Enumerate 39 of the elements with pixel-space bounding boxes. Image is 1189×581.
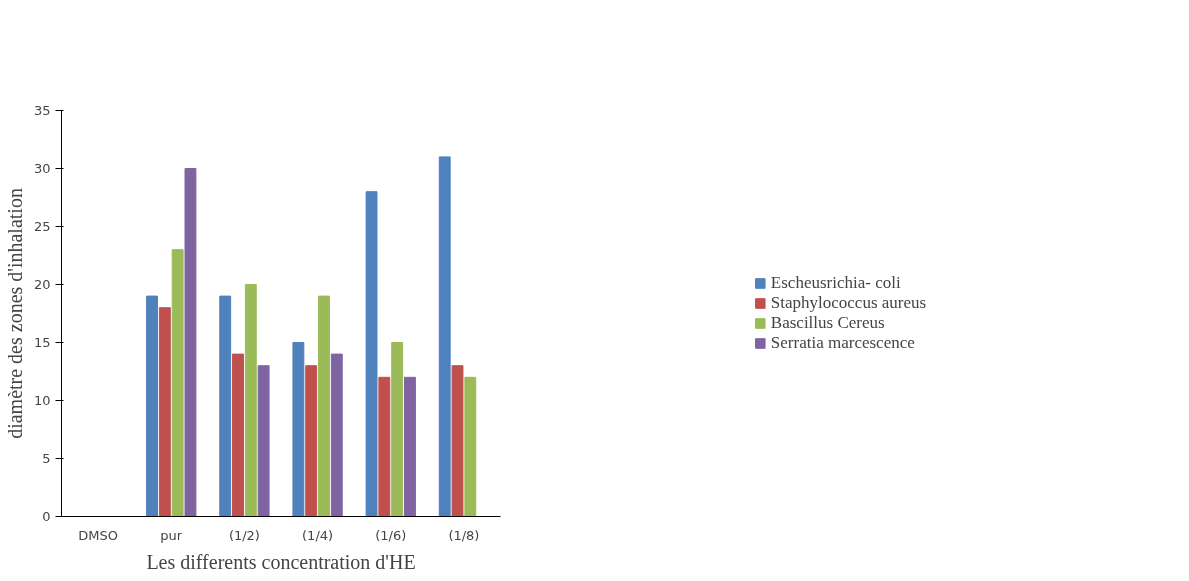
legend-label: Escheusrichia- coli — [770, 273, 901, 293]
bar — [244, 284, 257, 517]
x-tick-label: (1/8) — [448, 527, 480, 543]
y-tick-label: 25 — [33, 219, 51, 234]
y-tick-label: 5 — [42, 451, 51, 466]
x-tick-label: (1/2) — [228, 527, 260, 543]
legend-label: Serratia marcescence — [770, 333, 915, 353]
legend-label: Bascillus Cereus — [770, 313, 885, 333]
y-tick-label: 20 — [33, 277, 51, 292]
bar — [219, 295, 232, 517]
bar — [158, 307, 171, 517]
bar — [305, 365, 318, 517]
y-tick-label: 15 — [33, 335, 51, 350]
y-tick-label: 10 — [33, 393, 51, 408]
bar — [391, 342, 404, 517]
x-tick-label: DMSO — [78, 527, 118, 543]
y-axis-title: diamètre des zones d'inhalation — [3, 188, 26, 439]
bar — [464, 376, 477, 517]
x-tick-label: pur — [160, 527, 183, 543]
x-tick-label: (1/4) — [302, 527, 334, 543]
bar — [438, 156, 451, 517]
bar — [365, 191, 378, 517]
bar — [184, 168, 197, 517]
bar — [451, 365, 464, 517]
bar — [318, 295, 330, 517]
legend-label: Staphylococcus aureus — [770, 293, 927, 313]
y-tick-label: 0 — [42, 509, 51, 524]
bar — [146, 295, 158, 517]
bar — [232, 353, 244, 517]
bar — [171, 249, 184, 517]
y-tick-label: 30 — [33, 161, 51, 176]
x-tick-label: (1/6) — [375, 527, 407, 543]
y-tick-label: 35 — [33, 103, 51, 118]
bar — [330, 353, 343, 517]
bar — [404, 376, 416, 517]
bar — [292, 342, 305, 517]
x-axis-title: Les differents concentration d'HE — [146, 550, 416, 573]
bar — [378, 376, 391, 517]
bar — [257, 365, 270, 517]
